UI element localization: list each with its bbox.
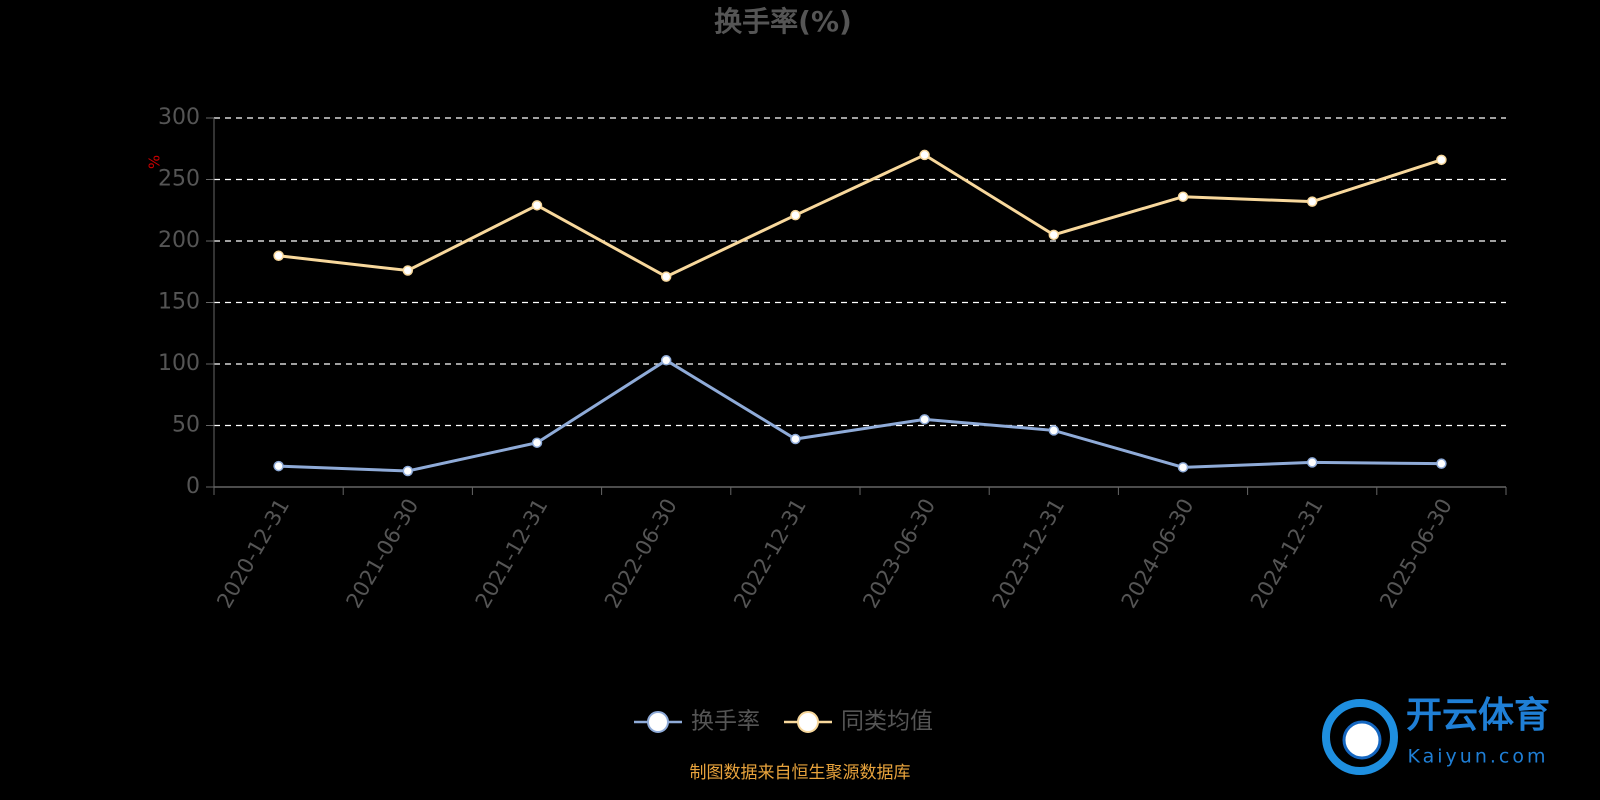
y-tick-label: 200 [158,228,200,253]
data-point [273,460,284,472]
data-point [790,209,801,221]
data-point [1436,458,1447,469]
data-point [660,355,672,366]
data-point [919,414,930,425]
data-point [1306,457,1318,468]
y-tick-label: 300 [158,105,200,130]
data-point [919,149,930,161]
y-tick-label: 50 [172,413,200,438]
data-point [273,250,284,262]
y-tick-label: 100 [158,351,200,376]
y-tick-label: 150 [158,290,200,315]
source-note: 制图数据来自恒生聚源数据库 [690,763,911,783]
legend-label: 换手率 [691,709,760,735]
data-point [1177,462,1189,473]
y-axis-label: % [146,155,164,169]
data-point [1306,196,1318,207]
data-point [402,465,414,477]
legend-marker [797,711,819,733]
y-tick-label: 0 [186,474,200,499]
data-point [402,265,414,276]
data-point [1436,154,1447,166]
watermark-site: Kaiyun.com [1408,746,1549,768]
legend-marker [647,711,669,733]
data-point [1048,425,1060,436]
series-line [278,358,1442,473]
chart-title: 换手率(%) [714,5,852,38]
watermark-brand: 开云体育 [1406,695,1550,736]
data-point [1177,191,1189,202]
y-tick-label: 250 [158,167,200,192]
series-line [278,153,1442,279]
data-point [790,433,801,445]
data-point [660,271,672,282]
data-point [531,200,543,211]
legend-label: 同类均值 [841,709,933,735]
data-point [1048,229,1060,241]
watermark: 开云体育 Kaiyun.com [1322,695,1550,775]
logo-ring [1322,699,1398,775]
logo-ball [1342,720,1382,760]
data-point [531,437,543,448]
